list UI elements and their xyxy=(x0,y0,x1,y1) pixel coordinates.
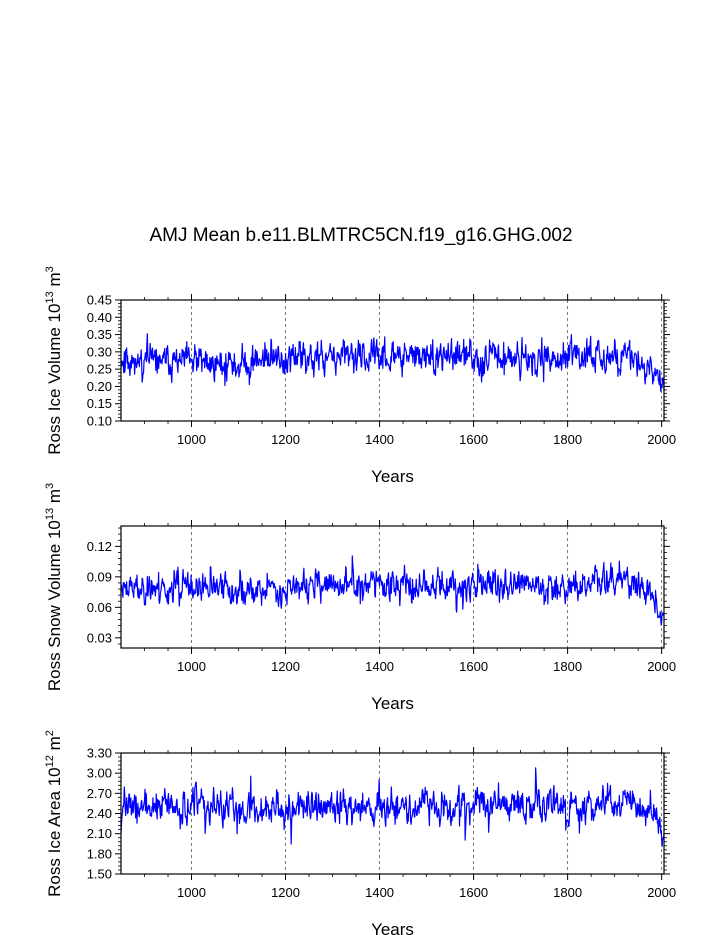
x-tick-label: 1600 xyxy=(459,885,488,900)
y-tick-label: 0.30 xyxy=(87,344,112,359)
plot-frame xyxy=(120,525,665,649)
x-tick-label: 1200 xyxy=(271,885,300,900)
y-tick-label: 0.35 xyxy=(87,327,112,342)
y-tick-label: 0.40 xyxy=(87,310,112,325)
x-axis-title: Years xyxy=(371,694,414,713)
y-tick-label: 0.06 xyxy=(87,600,112,615)
panels: 1000 1200 1400 1600 1800 2000 0.10 0.15 0.20 0.25… xyxy=(44,266,676,935)
x-tick-label: 1000 xyxy=(177,432,206,447)
y-tick-label: 0.12 xyxy=(87,539,112,554)
x-tick-label: 1600 xyxy=(459,659,488,674)
x-tick-label: 1600 xyxy=(459,432,488,447)
x-tick-label: 2000 xyxy=(647,432,676,447)
y-axis-title: Ross Ice Area 1012 m2 xyxy=(44,730,64,897)
chart-panel-ross-ice-volume: 1000 1200 1400 1600 1800 2000 0.10 0.15 0.20 0.25… xyxy=(44,266,676,486)
y-axis-title: Ross Snow Volume 1013 m3 xyxy=(44,483,64,691)
y-tick-label: 2.40 xyxy=(87,806,112,821)
y-tick-label: 0.45 xyxy=(87,293,112,308)
y-tick-label: 2.70 xyxy=(87,786,112,801)
y-axis-title: Ross Ice Volume 1013 m3 xyxy=(44,266,64,454)
y-tick-label: 2.10 xyxy=(87,826,112,841)
plot-frame xyxy=(120,299,665,422)
y-tick-label: 1.50 xyxy=(87,867,112,882)
x-axis-title: Years xyxy=(371,920,414,935)
x-tick-label: 1400 xyxy=(365,885,394,900)
y-tick-label: 0.03 xyxy=(87,630,112,645)
x-tick-label: 2000 xyxy=(647,659,676,674)
x-tick-label: 1200 xyxy=(271,432,300,447)
x-tick-label: 1800 xyxy=(553,885,582,900)
x-tick-label: 1800 xyxy=(553,432,582,447)
y-tick-label: 0.09 xyxy=(87,569,112,584)
data-line xyxy=(120,333,665,392)
figure-title: AMJ Mean b.e11.BLMTRC5CN.f19_g16.GHG.002 xyxy=(149,225,572,246)
y-tick-label: 0.20 xyxy=(87,379,112,394)
chart-panel-ross-snow-volume: 1000 1200 1400 1600 1800 2000 0.03 0.06 0.09 0.12… xyxy=(44,483,676,713)
y-tick-label: 0.10 xyxy=(87,414,112,429)
y-tick-label: 0.15 xyxy=(87,396,112,411)
data-line xyxy=(120,555,665,626)
x-tick-label: 1000 xyxy=(177,659,206,674)
x-axis-title: Years xyxy=(371,467,414,486)
chart-panel-ross-ice-area: 1000 1200 1400 1600 1800 2000 1.50 1.80 2.10 2.40… xyxy=(44,730,676,935)
x-tick-label: 1400 xyxy=(365,659,394,674)
y-tick-label: 1.80 xyxy=(87,846,112,861)
x-tick-label: 1400 xyxy=(365,432,394,447)
data-line xyxy=(120,767,665,847)
x-tick-label: 1200 xyxy=(271,659,300,674)
y-tick-label: 3.30 xyxy=(87,746,112,761)
x-tick-label: 1800 xyxy=(553,659,582,674)
y-tick-label: 0.25 xyxy=(87,362,112,377)
x-tick-label: 2000 xyxy=(647,885,676,900)
x-tick-label: 1000 xyxy=(177,885,206,900)
y-tick-label: 3.00 xyxy=(87,766,112,781)
